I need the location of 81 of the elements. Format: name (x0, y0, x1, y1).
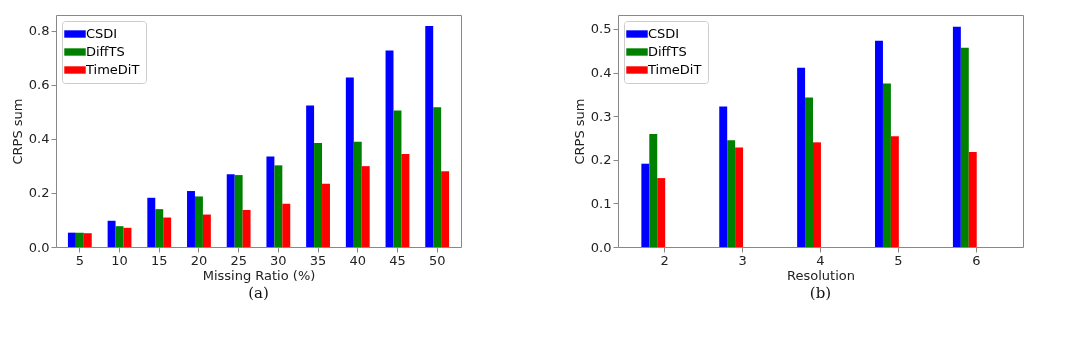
x-tick-label: 20 (190, 252, 208, 268)
bar (194, 196, 203, 247)
bar (282, 203, 291, 247)
bar (314, 142, 323, 247)
x-tick-label: 15 (150, 252, 168, 268)
bar (813, 142, 821, 247)
y-axis-title: CRPS sum (571, 98, 587, 165)
legend-label: DiffTS (86, 44, 125, 59)
bar (234, 175, 243, 247)
x-tick-label: 10 (111, 252, 128, 268)
bar (306, 105, 315, 247)
bar (322, 183, 330, 247)
bar (353, 141, 362, 247)
x-tick-label: 50 (428, 252, 446, 268)
bar (425, 26, 434, 247)
bar (155, 209, 164, 247)
bar (441, 171, 450, 247)
x-tick-label: 45 (389, 252, 406, 268)
x-tick-label: 4 (816, 252, 825, 268)
bar (805, 97, 814, 247)
x-tick-label: 25 (230, 252, 247, 268)
bar (361, 166, 370, 247)
y-tick-label: 0.2 (28, 185, 50, 201)
bar (657, 178, 666, 247)
bar (735, 147, 744, 247)
y-tick-label: 0.1 (590, 195, 612, 211)
legend-label: TimeDiT (647, 62, 702, 77)
bar (274, 165, 283, 247)
bar (968, 151, 977, 247)
x-tick-label: 2 (660, 252, 669, 268)
x-axis-title: Missing Ratio (%) (202, 267, 316, 283)
bar (242, 209, 251, 247)
y-tick-label: 0.3 (590, 108, 612, 124)
x-tick-label: 5 (894, 252, 903, 268)
bar (385, 50, 394, 247)
bar (641, 163, 650, 247)
bar (649, 134, 658, 247)
y-tick-label: 0.0 (28, 239, 50, 255)
y-axis-title: CRPS sum (9, 98, 25, 165)
bar (952, 26, 961, 247)
bar (187, 191, 195, 247)
legend-label: DiffTS (648, 44, 687, 59)
bar (719, 106, 728, 247)
x-tick-label: 6 (972, 252, 981, 268)
y-tick-label: 0.4 (590, 65, 612, 81)
bar (401, 153, 410, 247)
bar (266, 156, 275, 247)
bar (875, 40, 883, 247)
bar (147, 197, 156, 247)
bar (890, 136, 899, 247)
bar (67, 232, 76, 247)
x-tick-label: 3 (738, 252, 747, 268)
x-tick-label: 5 (75, 252, 84, 268)
bar (226, 174, 235, 247)
legend-label: CSDI (86, 26, 118, 41)
y-tick-label: 0.4 (28, 131, 50, 147)
x-tick-label: 30 (270, 252, 287, 268)
bar (83, 233, 92, 247)
bar (115, 226, 124, 247)
bar (960, 47, 969, 247)
bar (727, 140, 736, 247)
y-tick-label: 0.2 (590, 152, 612, 168)
bar (202, 214, 211, 247)
bar (345, 77, 354, 247)
bar (163, 217, 172, 247)
legend-label: TimeDiT (85, 62, 140, 77)
text: (a) (248, 284, 269, 302)
bar (433, 107, 442, 247)
bar (107, 220, 116, 247)
y-tick-label: 0.6 (28, 77, 50, 93)
bar (75, 232, 84, 247)
bar (882, 83, 891, 247)
bar (797, 67, 806, 247)
x-tick-label: 35 (309, 252, 327, 268)
y-tick-label: 0.8 (28, 23, 50, 39)
x-axis-title: Resolution (787, 267, 855, 283)
y-tick-label: 0.5 (590, 21, 612, 37)
text: (b) (809, 284, 832, 302)
legend-label: CSDI (648, 26, 680, 41)
y-tick-label: 0.0 (590, 239, 612, 255)
x-tick-label: 40 (349, 252, 367, 268)
